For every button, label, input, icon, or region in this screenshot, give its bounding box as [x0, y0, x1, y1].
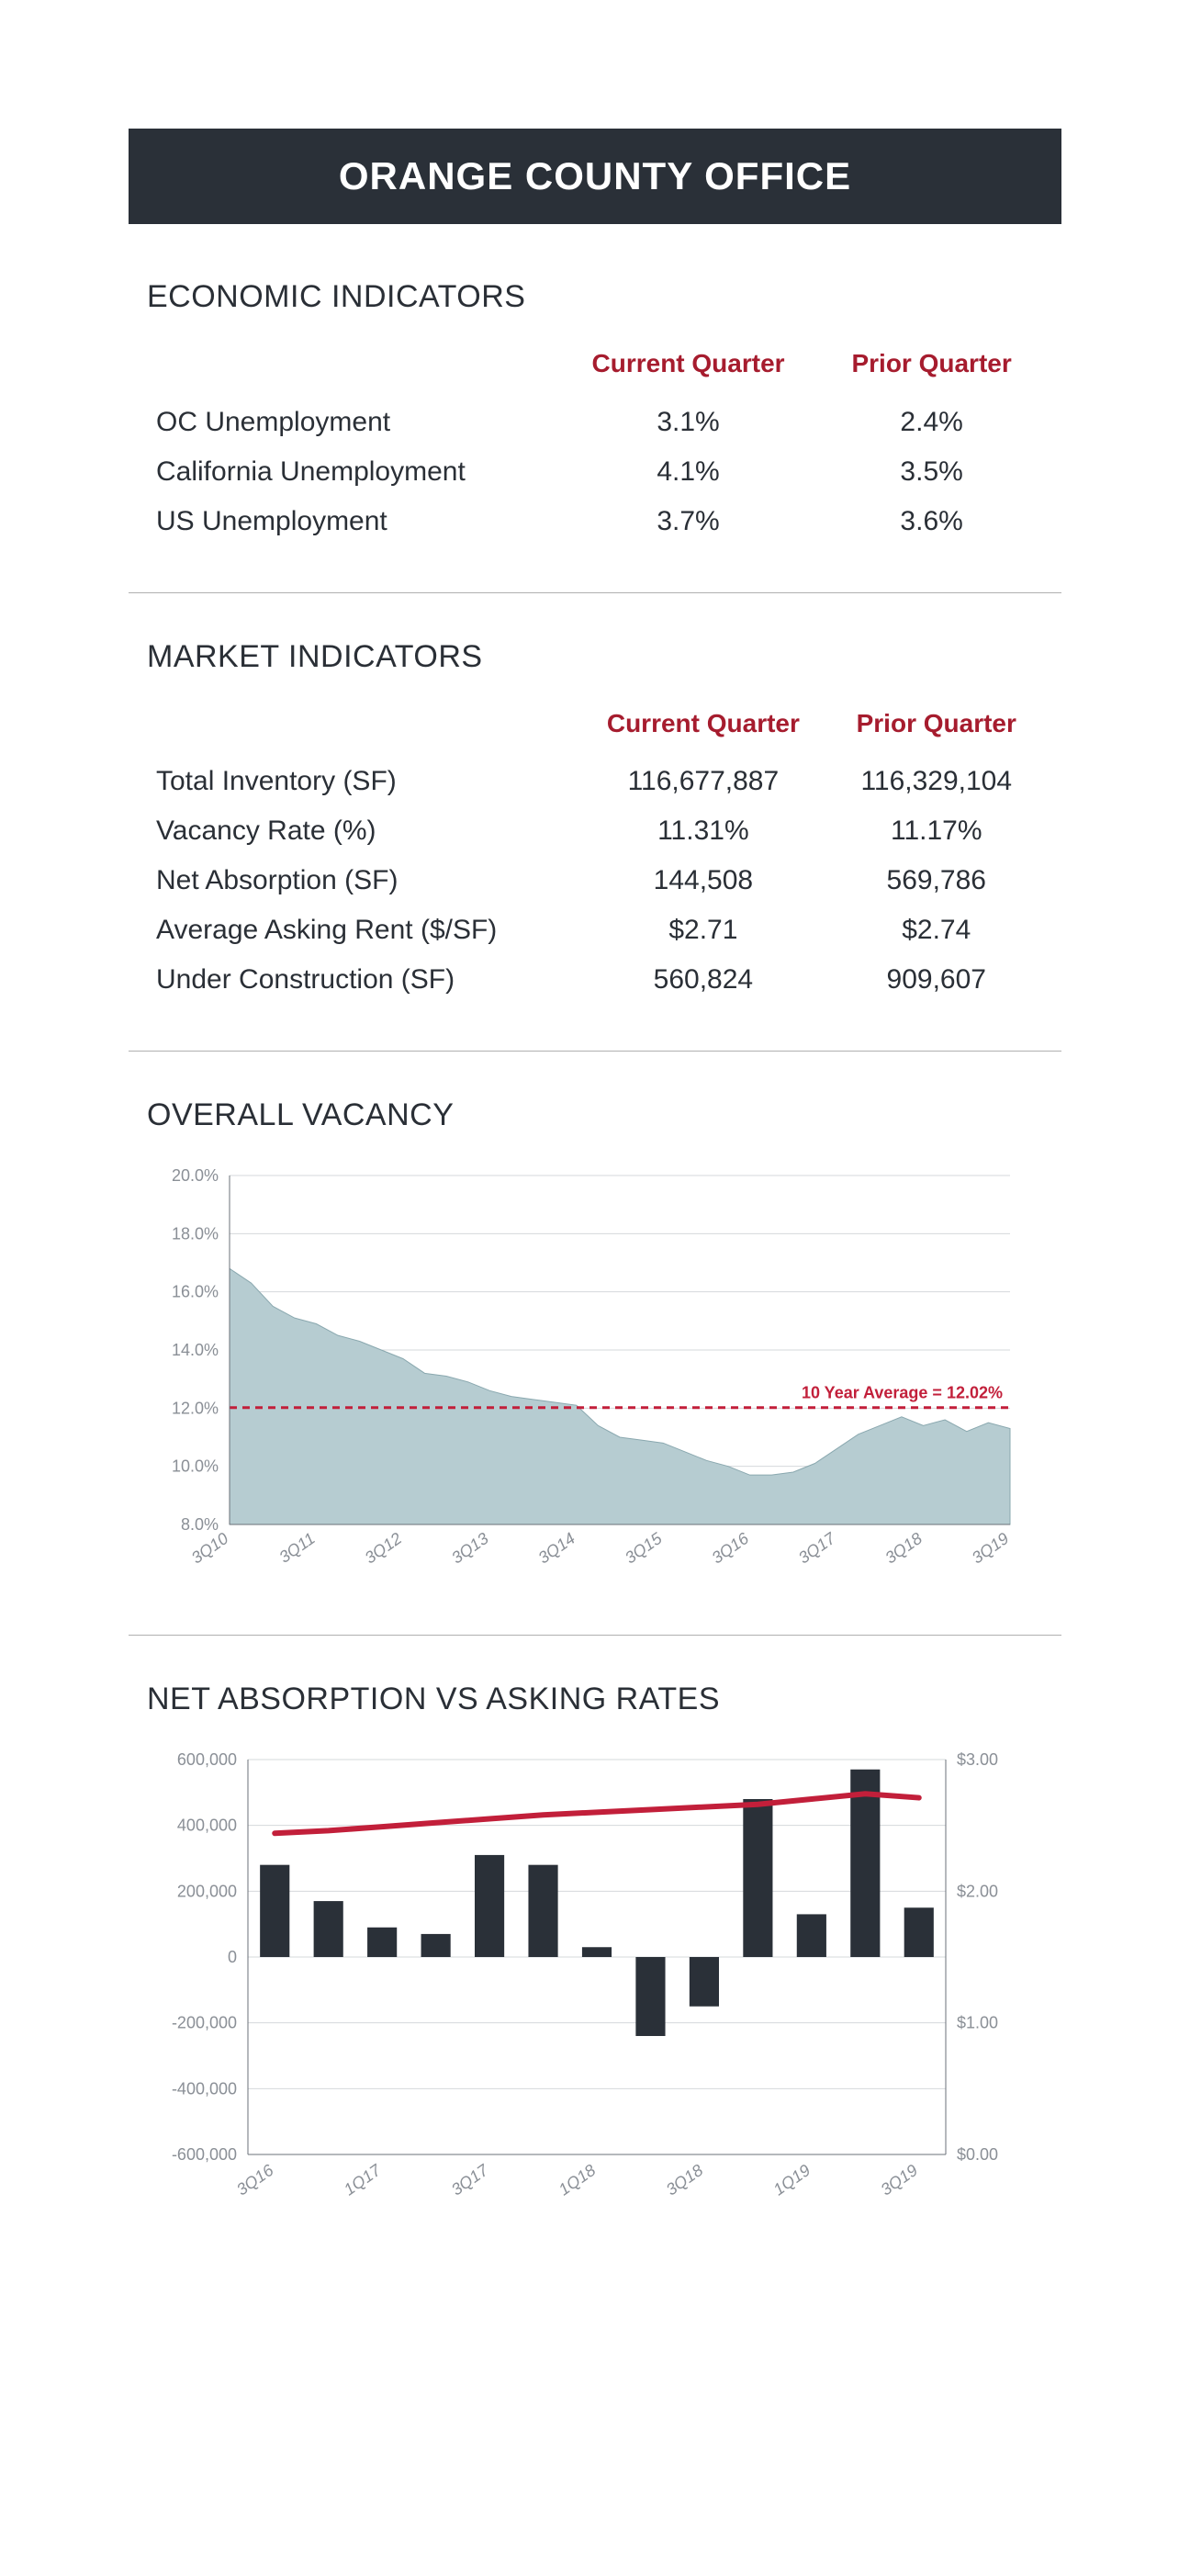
svg-text:-600,000: -600,000	[172, 2145, 237, 2164]
col-current: Current Quarter	[577, 708, 829, 758]
row-label: Net Absorption (SF)	[147, 856, 577, 906]
svg-text:3Q17: 3Q17	[448, 2161, 492, 2199]
svg-text:600,000: 600,000	[177, 1750, 237, 1769]
svg-text:$1.00: $1.00	[957, 2014, 998, 2032]
svg-text:3Q16: 3Q16	[233, 2161, 277, 2199]
row-current: 3.7%	[556, 497, 820, 546]
table-row: Net Absorption (SF)144,508569,786	[147, 856, 1043, 906]
svg-text:18.0%: 18.0%	[172, 1225, 219, 1243]
market-heading: MARKET INDICATORS	[147, 639, 1043, 675]
economic-heading: ECONOMIC INDICATORS	[147, 279, 1043, 315]
row-current: 3.1%	[556, 398, 820, 447]
row-label: Total Inventory (SF)	[147, 757, 577, 806]
row-prior: $2.74	[830, 906, 1044, 955]
col-prior: Prior Quarter	[820, 348, 1043, 398]
row-prior: 3.5%	[820, 447, 1043, 497]
svg-text:3Q14: 3Q14	[535, 1529, 579, 1568]
row-label: Average Asking Rent ($/SF)	[147, 906, 577, 955]
row-current: 11.31%	[577, 806, 829, 856]
row-current: 144,508	[577, 856, 829, 906]
row-prior: 116,329,104	[830, 757, 1044, 806]
table-row: OC Unemployment3.1%2.4%	[147, 398, 1043, 447]
svg-text:-200,000: -200,000	[172, 2014, 237, 2032]
svg-text:1Q18: 1Q18	[556, 2161, 600, 2199]
svg-text:3Q19: 3Q19	[969, 1529, 1013, 1568]
col-prior: Prior Quarter	[830, 708, 1044, 758]
svg-text:400,000: 400,000	[177, 1817, 237, 1835]
economic-table: Current Quarter Prior Quarter OC Unemplo…	[147, 348, 1043, 546]
table-row: Vacancy Rate (%)11.31%11.17%	[147, 806, 1043, 856]
svg-text:10 Year Average = 12.02%: 10 Year Average = 12.02%	[802, 1384, 1003, 1402]
svg-text:3Q12: 3Q12	[362, 1529, 406, 1568]
row-label: California Unemployment	[147, 447, 556, 497]
svg-text:$2.00: $2.00	[957, 1883, 998, 1901]
table-row: Average Asking Rent ($/SF)$2.71$2.74	[147, 906, 1043, 955]
svg-text:$0.00: $0.00	[957, 2145, 998, 2164]
svg-text:3Q17: 3Q17	[795, 1529, 839, 1568]
absorption-heading: NET ABSORPTION VS ASKING RATES	[147, 1682, 1043, 1717]
row-label: Under Construction (SF)	[147, 955, 577, 1005]
svg-text:3Q13: 3Q13	[448, 1529, 492, 1568]
svg-text:1Q19: 1Q19	[770, 2161, 814, 2199]
svg-text:$3.00: $3.00	[957, 1750, 998, 1769]
svg-text:10.0%: 10.0%	[172, 1457, 219, 1476]
svg-text:200,000: 200,000	[177, 1883, 237, 1901]
row-prior: 11.17%	[830, 806, 1044, 856]
svg-text:3Q19: 3Q19	[878, 2161, 922, 2199]
row-label: US Unemployment	[147, 497, 556, 546]
economic-indicators-section: ECONOMIC INDICATORS Current Quarter Prio…	[129, 279, 1061, 593]
svg-text:8.0%: 8.0%	[181, 1515, 219, 1534]
row-prior: 909,607	[830, 955, 1044, 1005]
market-indicators-section: MARKET INDICATORS Current Quarter Prior …	[129, 639, 1061, 1052]
row-prior: 569,786	[830, 856, 1044, 906]
absorption-chart: -600,000 -400,000 -200,000 0 200,000 400,000 6…	[147, 1750, 1028, 2228]
row-current: 116,677,887	[577, 757, 829, 806]
table-row: Under Construction (SF)560,824909,607	[147, 955, 1043, 1005]
svg-text:3Q18: 3Q18	[663, 2161, 707, 2199]
row-current: $2.71	[577, 906, 829, 955]
row-current: 560,824	[577, 955, 829, 1005]
row-label: OC Unemployment	[147, 398, 556, 447]
svg-text:12.0%: 12.0%	[172, 1400, 219, 1418]
row-prior: 3.6%	[820, 497, 1043, 546]
market-table: Current Quarter Prior Quarter Total Inve…	[147, 708, 1043, 1006]
table-row: California Unemployment4.1%3.5%	[147, 447, 1043, 497]
svg-text:3Q11: 3Q11	[275, 1529, 318, 1567]
svg-text:20.0%: 20.0%	[172, 1166, 219, 1185]
vacancy-heading: OVERALL VACANCY	[147, 1097, 1043, 1133]
svg-text:3Q15: 3Q15	[622, 1529, 666, 1568]
svg-text:14.0%: 14.0%	[172, 1341, 219, 1359]
row-label: Vacancy Rate (%)	[147, 806, 577, 856]
table-row: Total Inventory (SF)116,677,887116,329,1…	[147, 757, 1043, 806]
svg-text:3Q16: 3Q16	[708, 1529, 752, 1568]
page-title: ORANGE COUNTY OFFICE	[129, 129, 1061, 224]
svg-text:16.0%: 16.0%	[172, 1283, 219, 1301]
row-prior: 2.4%	[820, 398, 1043, 447]
svg-text:-400,000: -400,000	[172, 2080, 237, 2098]
col-current: Current Quarter	[556, 348, 820, 398]
svg-text:1Q17: 1Q17	[341, 2161, 385, 2199]
row-current: 4.1%	[556, 447, 820, 497]
absorption-section: NET ABSORPTION VS ASKING RATES -600,000-…	[129, 1682, 1061, 2274]
svg-text:3Q18: 3Q18	[881, 1529, 926, 1568]
table-row: US Unemployment3.7%3.6%	[147, 497, 1043, 546]
vacancy-chart: 8.0% 10.0% 12.0% 14.0% 16.0% 18.0% 20.0% 10 Yea…	[147, 1166, 1028, 1589]
svg-text:3Q10: 3Q10	[188, 1529, 232, 1568]
svg-text:0: 0	[228, 1948, 237, 1966]
overall-vacancy-section: OVERALL VACANCY 8.0% 10.0% 12.0% 14.0% 16.0%…	[129, 1097, 1061, 1636]
